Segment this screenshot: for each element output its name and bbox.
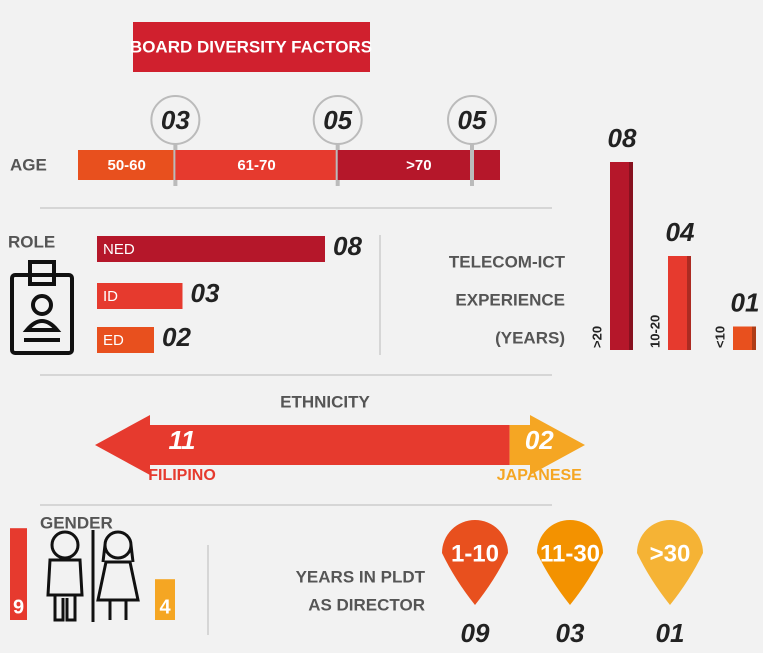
ethnicity-arrow bbox=[95, 415, 510, 475]
age-label: AGE bbox=[10, 155, 47, 174]
badge-icon bbox=[10, 260, 74, 355]
gender-count: 9 bbox=[13, 596, 24, 618]
age-circle bbox=[447, 95, 497, 145]
tenure-range: 1-10 bbox=[451, 540, 499, 567]
ethnicity-count: 11 bbox=[169, 425, 196, 455]
gender-bar bbox=[155, 579, 175, 620]
telecom-bar-side bbox=[687, 256, 691, 350]
telecom-count: 01 bbox=[731, 287, 760, 317]
title: BOARD DIVERSITY FACTORS bbox=[130, 37, 372, 56]
age-group: >70 bbox=[406, 157, 431, 174]
tenure-range: >30 bbox=[650, 540, 691, 567]
tenure-count: 03 bbox=[556, 618, 585, 648]
age-segment bbox=[78, 150, 176, 180]
telecom-label: (YEARS) bbox=[495, 328, 565, 347]
telecom-label: EXPERIENCE bbox=[455, 290, 565, 309]
telecom-label: TELECOM-ICT bbox=[449, 252, 566, 271]
age-group: 61-70 bbox=[237, 157, 275, 174]
age-group: 50-60 bbox=[108, 157, 146, 174]
telecom-range: <10 bbox=[712, 326, 727, 348]
telecom-bar bbox=[668, 256, 691, 350]
telecom-bar-side bbox=[629, 162, 633, 350]
telecom-bar bbox=[733, 326, 756, 350]
age-count: 03 bbox=[161, 105, 190, 135]
age-circle bbox=[150, 95, 201, 145]
telecom-range: 10-20 bbox=[647, 315, 662, 348]
role-bar bbox=[97, 236, 325, 262]
tenure-pin bbox=[637, 520, 703, 605]
gender-bar bbox=[10, 528, 27, 620]
tenure-count: 01 bbox=[656, 618, 685, 648]
role-count: 08 bbox=[333, 231, 362, 261]
gender-label: GENDER bbox=[40, 513, 113, 532]
role-name: ID bbox=[103, 288, 118, 305]
role-name: ED bbox=[103, 332, 124, 349]
age-count: 05 bbox=[323, 105, 352, 135]
tenure-pin bbox=[442, 520, 508, 605]
tenure-label: AS DIRECTOR bbox=[308, 595, 425, 614]
tenure-label: YEARS IN PLDT bbox=[296, 567, 426, 586]
age-circle bbox=[312, 95, 363, 145]
ethnicity-arrow bbox=[509, 415, 585, 475]
tenure-pin bbox=[537, 520, 603, 605]
role-count: 02 bbox=[162, 322, 191, 352]
role-bar bbox=[97, 283, 183, 309]
telecom-bar bbox=[610, 162, 633, 350]
tenure-range: 11-30 bbox=[540, 540, 600, 567]
age-count: 05 bbox=[458, 105, 487, 135]
gender-icon bbox=[46, 530, 140, 622]
tenure-count: 09 bbox=[461, 618, 490, 648]
telecom-range: >20 bbox=[589, 326, 604, 348]
age-segment bbox=[175, 150, 338, 180]
title-box bbox=[133, 22, 370, 72]
telecom-count: 08 bbox=[608, 123, 637, 153]
ethnicity-name: JAPANESE bbox=[497, 467, 582, 484]
telecom-count: 04 bbox=[666, 217, 695, 247]
gender-count: 4 bbox=[159, 596, 171, 618]
role-label: ROLE bbox=[8, 232, 55, 251]
ethnicity-count: 02 bbox=[525, 425, 554, 455]
ethnicity-label: ETHNICITY bbox=[280, 392, 370, 411]
role-count: 03 bbox=[191, 278, 220, 308]
ethnicity-name: FILIPINO bbox=[148, 467, 216, 484]
role-bar bbox=[97, 327, 154, 353]
role-name: NED bbox=[103, 241, 135, 258]
telecom-bar-side bbox=[752, 326, 756, 350]
